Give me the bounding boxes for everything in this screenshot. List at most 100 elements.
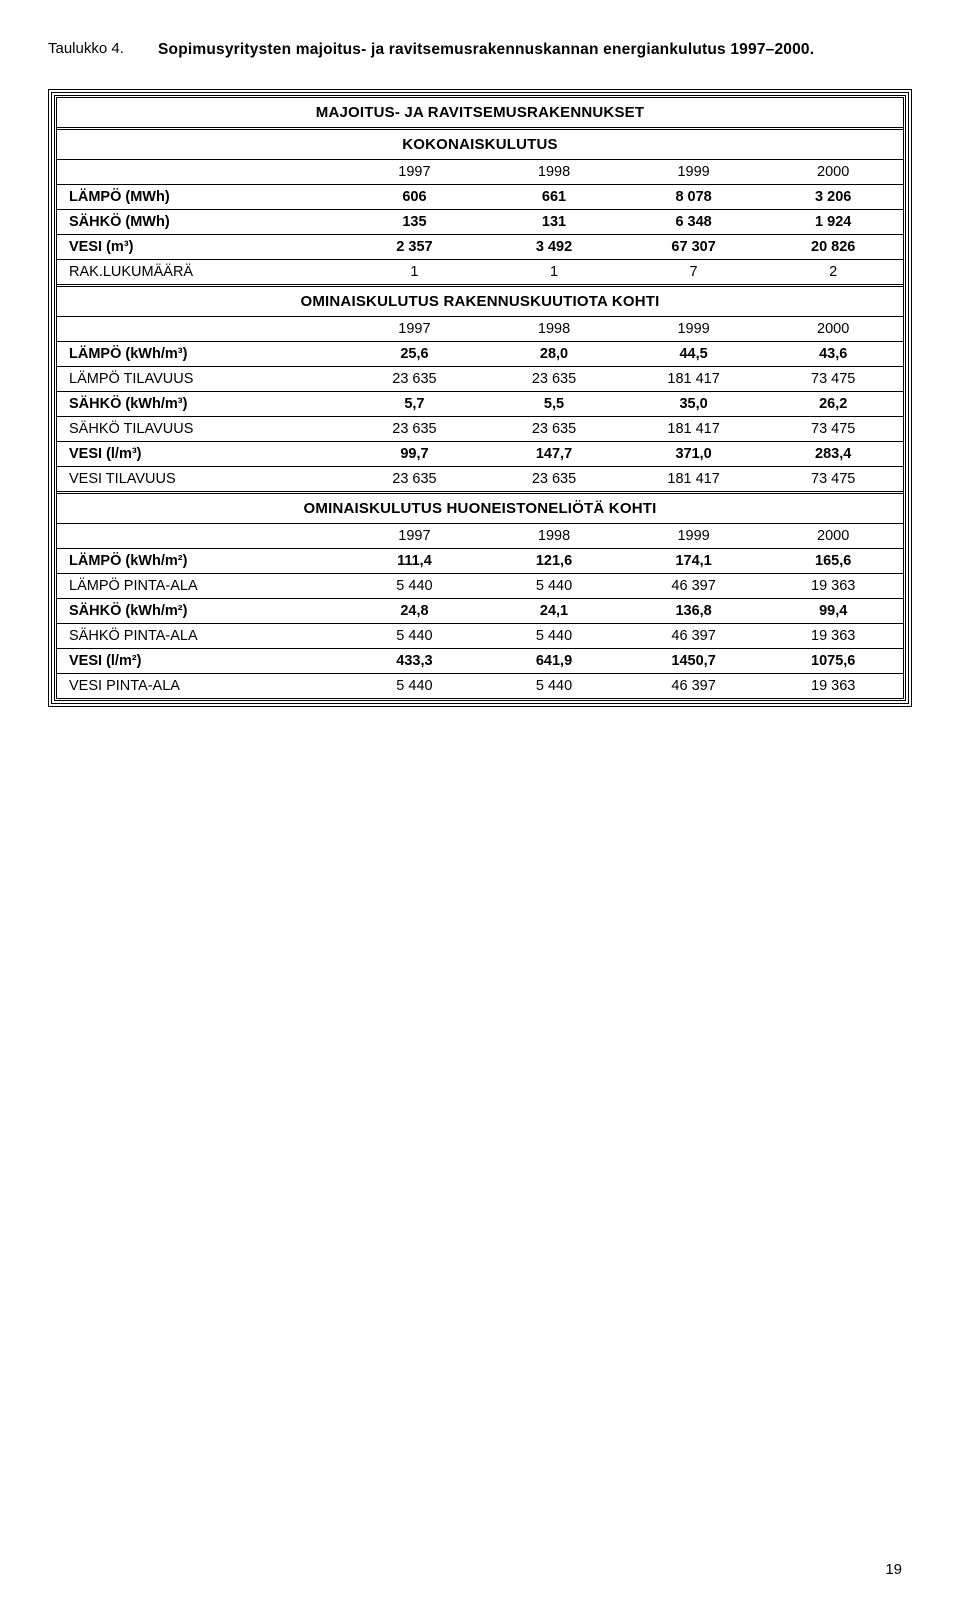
year-cell: 2000 [763,159,903,184]
table-row: RAK.LUKUMÄÄRÄ1172 [57,259,903,285]
data-cell: 5 440 [484,623,624,648]
caption-text: Sopimusyritysten majoitus- ja ravitsemus… [158,40,814,61]
data-cell: 99,7 [345,441,485,466]
year-row: 1997199819992000 [57,159,903,184]
data-cell: 6 348 [624,209,764,234]
row-label: SÄHKÖ (kWh/m²) [57,598,345,623]
data-cell: 2 357 [345,234,485,259]
year-cell: 1997 [345,523,485,548]
data-cell: 371,0 [624,441,764,466]
data-cell: 23 635 [484,366,624,391]
row-label: SÄHKÖ (MWh) [57,209,345,234]
data-cell: 165,6 [763,548,903,573]
data-cell: 73 475 [763,416,903,441]
data-cell: 23 635 [345,466,485,492]
data-cell: 19 363 [763,573,903,598]
data-cell: 24,1 [484,598,624,623]
data-cell: 25,6 [345,341,485,366]
year-cell: 2000 [763,523,903,548]
data-cell: 99,4 [763,598,903,623]
data-cell: 23 635 [484,466,624,492]
row-label: VESI (l/m³) [57,441,345,466]
table-row: VESI (l/m³)99,7147,7371,0283,4 [57,441,903,466]
data-cell: 5 440 [484,673,624,698]
data-cell: 136,8 [624,598,764,623]
table-row: LÄMPÖ (MWh)6066618 0783 206 [57,184,903,209]
table-mid-frame: MAJOITUS- JA RAVITSEMUSRAKENNUKSETKOKONA… [54,95,906,701]
table-row: SÄHKÖ (kWh/m²)24,824,1136,899,4 [57,598,903,623]
year-row-blank [57,159,345,184]
data-cell: 43,6 [763,341,903,366]
table-row: LÄMPÖ (kWh/m²)111,4121,6174,1165,6 [57,548,903,573]
row-label: LÄMPÖ (kWh/m²) [57,548,345,573]
year-cell: 1999 [624,523,764,548]
year-cell: 1998 [484,316,624,341]
year-cell: 2000 [763,316,903,341]
data-cell: 26,2 [763,391,903,416]
table-row: LÄMPÖ TILAVUUS23 63523 635181 41773 475 [57,366,903,391]
year-row-blank [57,316,345,341]
data-cell: 5 440 [484,573,624,598]
table-row: SÄHKÖ (kWh/m³)5,75,535,026,2 [57,391,903,416]
data-cell: 20 826 [763,234,903,259]
section-header: OMINAISKULUTUS RAKENNUSKUUTIOTA KOHTI [57,285,903,316]
table-row: LÄMPÖ PINTA-ALA5 4405 44046 39719 363 [57,573,903,598]
data-cell: 111,4 [345,548,485,573]
data-cell: 19 363 [763,673,903,698]
data-cell: 28,0 [484,341,624,366]
data-cell: 181 417 [624,366,764,391]
data-cell: 67 307 [624,234,764,259]
table-title-row: MAJOITUS- JA RAVITSEMUSRAKENNUKSET [57,98,903,129]
table-row: SÄHKÖ PINTA-ALA5 4405 44046 39719 363 [57,623,903,648]
table-row: SÄHKÖ (MWh)1351316 3481 924 [57,209,903,234]
year-cell: 1997 [345,159,485,184]
data-cell: 23 635 [345,416,485,441]
table-row: VESI PINTA-ALA5 4405 44046 39719 363 [57,673,903,698]
year-cell: 1998 [484,523,624,548]
table-row: VESI (l/m²)433,3641,91450,71075,6 [57,648,903,673]
page-number: 19 [885,1561,902,1578]
table-row: LÄMPÖ (kWh/m³)25,628,044,543,6 [57,341,903,366]
data-cell: 46 397 [624,623,764,648]
table-row: VESI (m³)2 3573 49267 30720 826 [57,234,903,259]
table-outer-frame: MAJOITUS- JA RAVITSEMUSRAKENNUKSETKOKONA… [48,89,912,707]
data-cell: 5,5 [484,391,624,416]
row-label: VESI TILAVUUS [57,466,345,492]
data-cell: 46 397 [624,573,764,598]
data-cell: 44,5 [624,341,764,366]
data-cell: 73 475 [763,366,903,391]
row-label: LÄMPÖ TILAVUUS [57,366,345,391]
year-cell: 1998 [484,159,624,184]
section-header: OMINAISKULUTUS HUONEISTONELIÖTÄ KOHTI [57,492,903,523]
section-header: KOKONAISKULUTUS [57,128,903,159]
energy-consumption-table: MAJOITUS- JA RAVITSEMUSRAKENNUKSETKOKONA… [57,98,903,698]
data-cell: 1 924 [763,209,903,234]
table-title: MAJOITUS- JA RAVITSEMUSRAKENNUKSET [57,98,903,129]
data-cell: 3 492 [484,234,624,259]
year-row: 1997199819992000 [57,316,903,341]
data-cell: 135 [345,209,485,234]
data-cell: 2 [763,259,903,285]
data-cell: 283,4 [763,441,903,466]
row-label: RAK.LUKUMÄÄRÄ [57,259,345,285]
year-cell: 1997 [345,316,485,341]
section-header-row: OMINAISKULUTUS HUONEISTONELIÖTÄ KOHTI [57,492,903,523]
data-cell: 23 635 [484,416,624,441]
data-cell: 1 [345,259,485,285]
data-cell: 181 417 [624,466,764,492]
year-cell: 1999 [624,159,764,184]
row-label: VESI PINTA-ALA [57,673,345,698]
section-header-row: KOKONAISKULUTUS [57,128,903,159]
year-row-blank [57,523,345,548]
year-cell: 1999 [624,316,764,341]
data-cell: 5 440 [345,673,485,698]
data-cell: 7 [624,259,764,285]
table-caption: Taulukko 4. Sopimusyritysten majoitus- j… [48,40,912,61]
data-cell: 641,9 [484,648,624,673]
year-row: 1997199819992000 [57,523,903,548]
row-label: LÄMPÖ (MWh) [57,184,345,209]
data-cell: 433,3 [345,648,485,673]
data-cell: 5 440 [345,623,485,648]
data-cell: 8 078 [624,184,764,209]
data-cell: 73 475 [763,466,903,492]
